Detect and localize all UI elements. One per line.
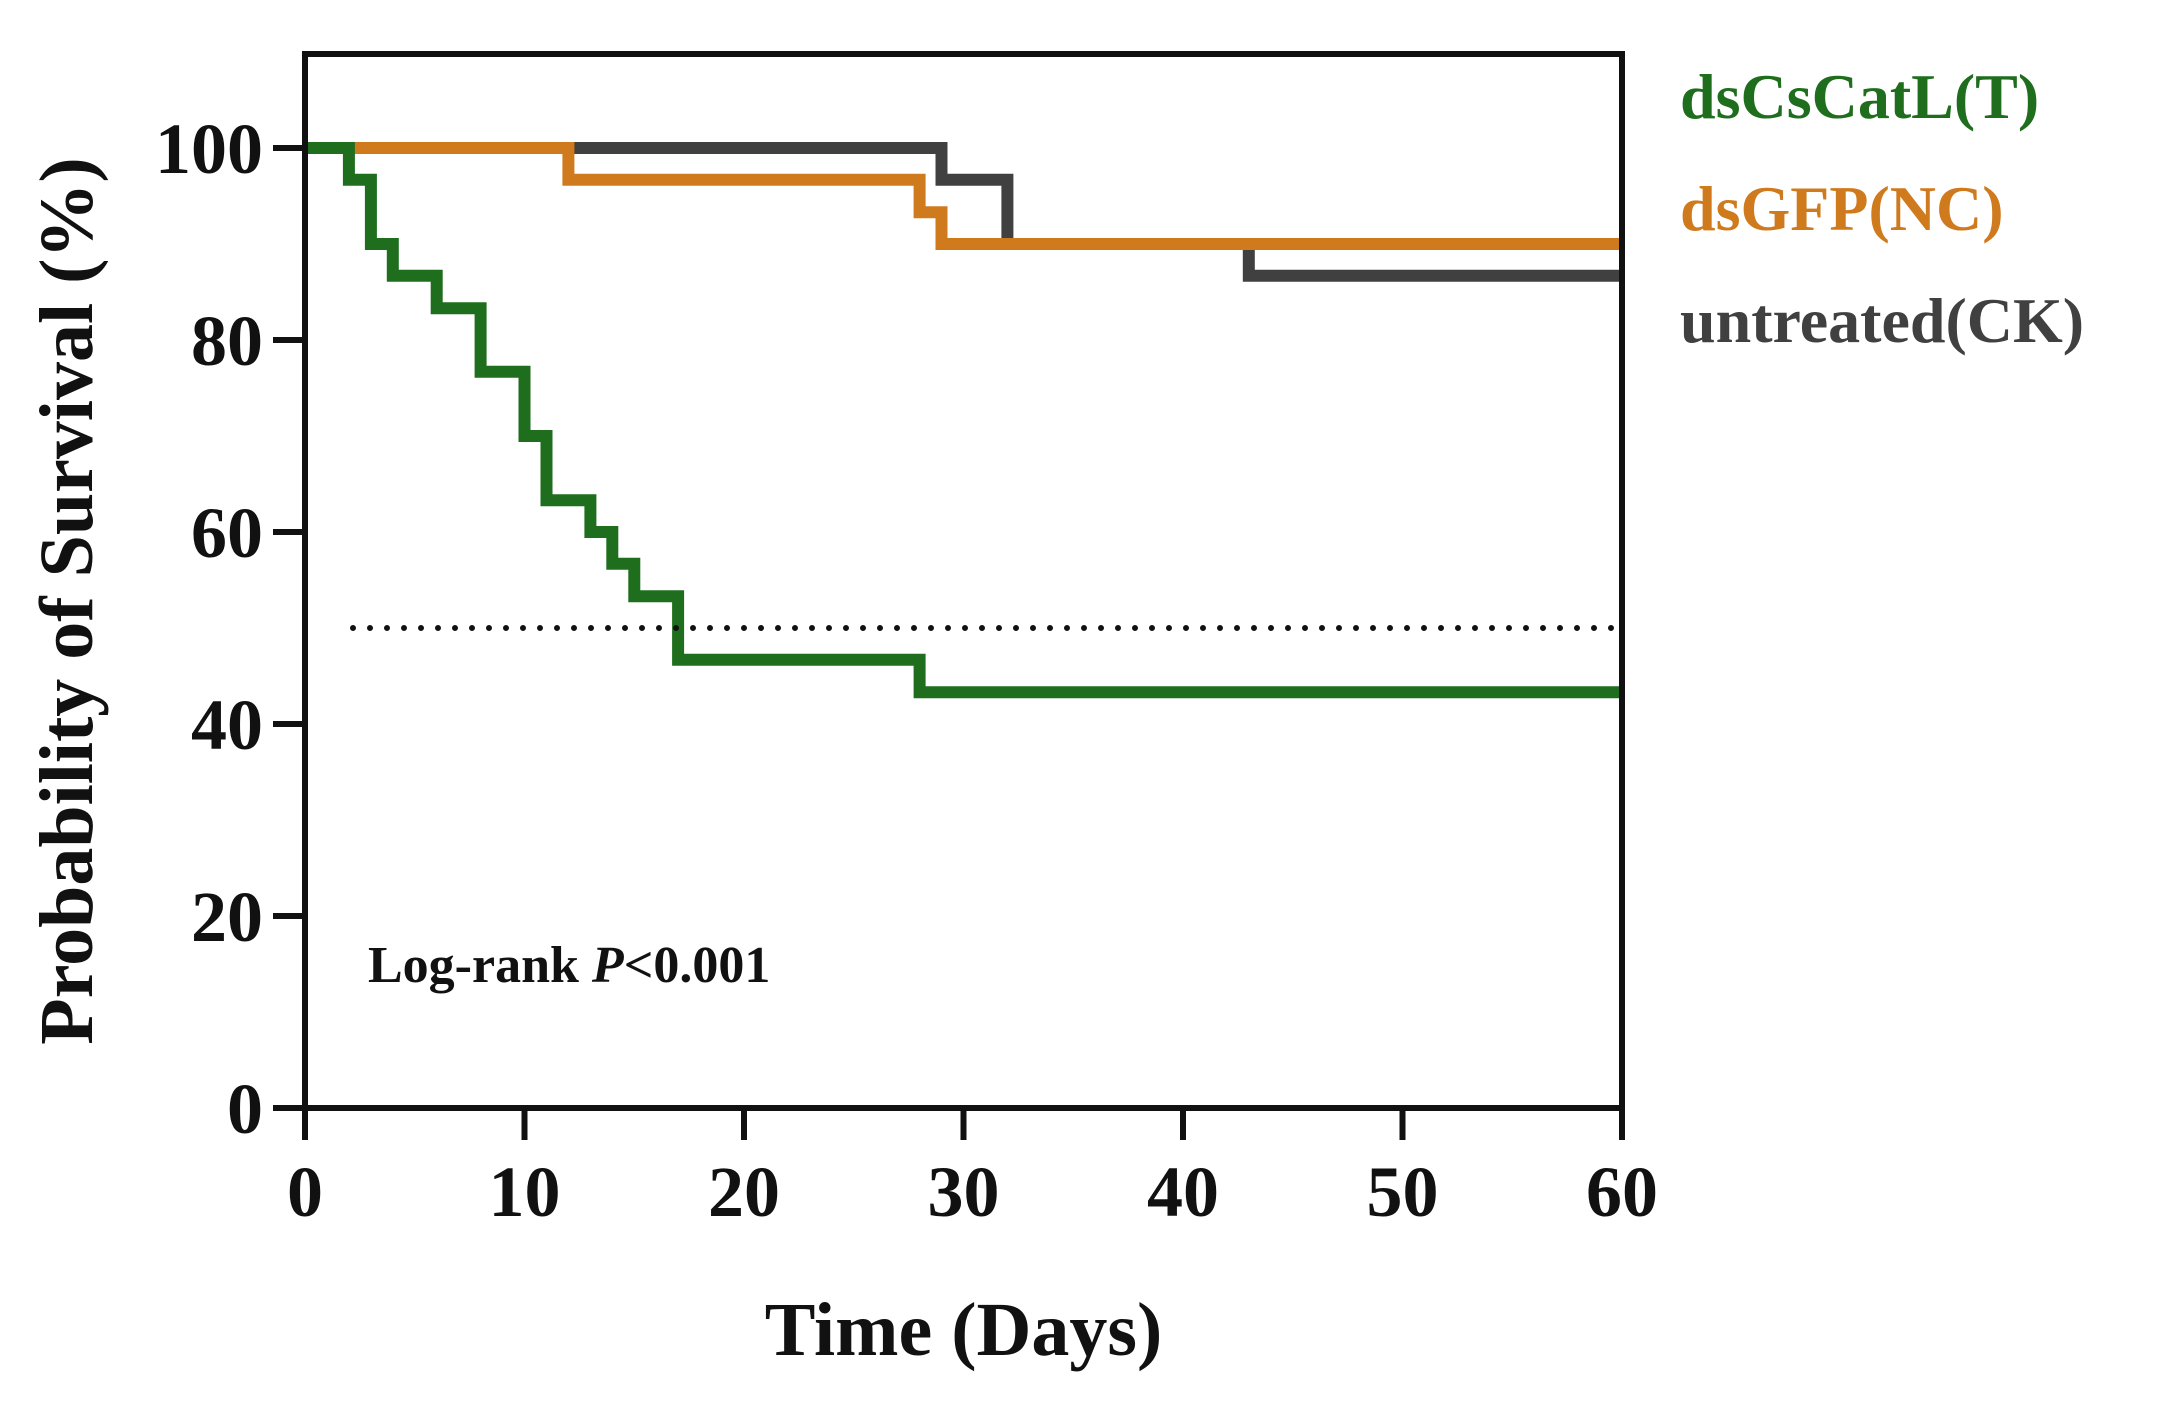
survival-curves (305, 142, 1622, 699)
y-axis-title: Probability of Survival (%) (25, 157, 109, 1044)
x-tick-label-5: 50 (1367, 1152, 1439, 1232)
x-tick-label-1: 10 (489, 1152, 561, 1232)
legend: dsCsCatL(T) dsGFP(NC) untreated(CK) (1680, 61, 2084, 356)
legend-item-0: dsCsCatL(T) (1680, 61, 2039, 132)
y-tick-label-2: 40 (191, 685, 263, 765)
y-tick-label-5: 100 (155, 109, 263, 189)
y-tick-label-1: 20 (191, 877, 263, 957)
legend-item-1: dsGFP(NC) (1680, 173, 2004, 244)
y-axis: 0 20 40 60 80 100 (155, 109, 305, 1149)
log-rank-annotation: Log-rank P<0.001 (368, 937, 770, 994)
series-line-0 (305, 142, 1622, 699)
y-tick-label-4: 80 (191, 301, 263, 381)
series-line-2 (305, 142, 1622, 282)
annotation-p: P (591, 937, 625, 994)
x-tick-label-2: 20 (708, 1152, 780, 1232)
x-axis-title: Time (Days) (765, 1288, 1163, 1372)
annotation-value: <0.001 (624, 937, 771, 994)
x-axis: 0 10 20 30 40 50 60 (287, 1108, 1658, 1232)
legend-item-2: untreated(CK) (1680, 285, 2084, 356)
x-tick-label-4: 40 (1147, 1152, 1219, 1232)
x-tick-label-6: 60 (1586, 1152, 1658, 1232)
series-line-1 (305, 142, 1622, 250)
y-tick-label-3: 60 (191, 493, 263, 573)
x-tick-label-3: 30 (928, 1152, 1000, 1232)
x-tick-label-0: 0 (287, 1152, 323, 1232)
annotation-prefix: Log-rank (368, 937, 592, 994)
y-tick-label-0: 0 (227, 1069, 263, 1149)
